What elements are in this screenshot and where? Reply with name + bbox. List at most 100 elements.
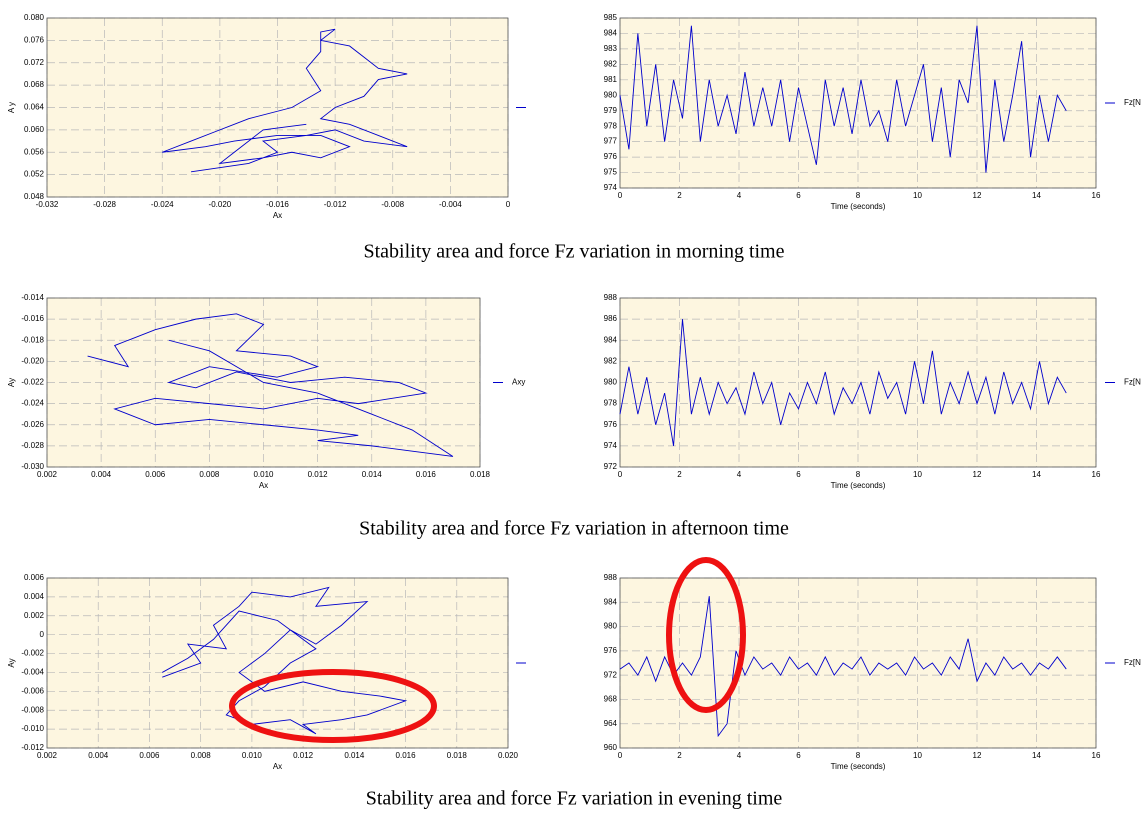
legend-label: Fz[N (1124, 98, 1141, 107)
y-tick-label: -0.020 (21, 356, 44, 365)
x-tick-label: 0.008 (191, 751, 212, 760)
x-tick-label: 2 (677, 191, 682, 200)
caption: Stability area and force Fz variation in… (366, 788, 783, 810)
chart: 0.002 0.004 0.006 0.008 0.010 0.012 0.014 0.016… (7, 573, 526, 771)
y-tick-label: 0.080 (24, 13, 45, 22)
y-tick-label: 981 (604, 75, 618, 84)
data-line (162, 28, 408, 173)
y-tick-label: 972 (604, 670, 618, 679)
x-tick-label: -0.024 (151, 200, 174, 209)
y-axis-label: Ay (7, 658, 16, 667)
y-tick-label: -0.006 (21, 686, 44, 695)
legend-label: Fz[N (1124, 658, 1141, 667)
x-tick-label: 16 (1092, 751, 1101, 760)
highlight-ellipse (666, 557, 746, 713)
x-tick-label: 6 (796, 470, 801, 479)
y-tick-label: -0.016 (21, 314, 44, 323)
x-tick-label: 8 (856, 191, 861, 200)
x-tick-label: 4 (737, 751, 742, 760)
y-axis-label: Ay (7, 378, 16, 387)
y-tick-label: -0.024 (21, 399, 44, 408)
x-tick-label: -0.008 (381, 200, 404, 209)
chart: 0.002 0.004 0.006 0.008 0.010 0.012 0.014 0.016… (7, 293, 525, 490)
y-tick-label: 988 (604, 573, 618, 582)
y-tick-label: 988 (604, 293, 618, 302)
y-tick-label: -0.004 (21, 668, 44, 677)
x-tick-label: 2 (677, 470, 682, 479)
plot-frame (619, 17, 1097, 189)
x-axis-label: Time (seconds) (831, 762, 886, 771)
y-tick-label: 985 (604, 13, 618, 22)
x-tick-label: 8 (856, 751, 861, 760)
y-tick-label: 976 (604, 646, 618, 655)
y-tick-label: 978 (604, 399, 618, 408)
y-tick-label: -0.030 (21, 462, 44, 471)
data-line (619, 25, 1067, 173)
x-tick-label: 0.016 (416, 470, 437, 479)
y-tick-label: 972 (604, 462, 618, 471)
x-tick-label: 0.004 (91, 470, 112, 479)
chart: 0 2 4 6 8 10 12 14 16 960 964 968 972 976 980 984 988 Tim… (604, 573, 1141, 771)
x-tick-label: 4 (737, 191, 742, 200)
y-tick-label: 974 (604, 183, 618, 192)
legend-label: Axy (512, 378, 525, 387)
y-tick-label: 0.004 (24, 592, 45, 601)
x-tick-label: 16 (1092, 470, 1101, 479)
x-axis-label: Ax (273, 762, 282, 771)
x-axis-label: Time (seconds) (831, 202, 886, 211)
y-tick-label: 974 (604, 441, 618, 450)
x-tick-label: 0.018 (470, 470, 491, 479)
x-tick-label: -0.004 (439, 200, 462, 209)
y-tick-label: 0.064 (24, 103, 45, 112)
x-tick-label: 0.010 (253, 470, 274, 479)
x-tick-label: 0.016 (396, 751, 417, 760)
x-tick-label: -0.032 (36, 200, 59, 209)
x-tick-label: 0.012 (293, 751, 314, 760)
y-tick-label: 984 (604, 597, 618, 606)
x-tick-label: 0.012 (308, 470, 329, 479)
y-tick-label: 0.002 (24, 611, 45, 620)
x-tick-label: 0 (618, 191, 623, 200)
x-tick-label: -0.020 (209, 200, 232, 209)
x-tick-label: 10 (913, 191, 922, 200)
y-tick-label: 978 (604, 121, 618, 130)
x-tick-label: 0.018 (447, 751, 468, 760)
plot-frame (46, 17, 509, 198)
y-tick-label: -0.002 (21, 649, 44, 658)
y-tick-label: 0.006 (24, 573, 45, 582)
x-tick-label: 12 (973, 191, 982, 200)
x-tick-label: 0.008 (199, 470, 220, 479)
y-tick-label: 980 (604, 622, 618, 631)
data-line (162, 586, 408, 735)
y-tick-label: 976 (604, 420, 618, 429)
x-tick-label: 12 (973, 751, 982, 760)
x-tick-label: 12 (973, 470, 982, 479)
y-tick-label: 0.052 (24, 170, 45, 179)
x-tick-label: -0.028 (93, 200, 116, 209)
x-tick-label: 4 (737, 470, 742, 479)
y-tick-label: 986 (604, 314, 618, 323)
x-tick-label: -0.016 (266, 200, 289, 209)
x-tick-label: 0 (618, 751, 623, 760)
y-tick-label: 977 (604, 137, 618, 146)
y-tick-label: 0.060 (24, 125, 45, 134)
y-tick-label: -0.028 (21, 441, 44, 450)
x-tick-label: 6 (796, 191, 801, 200)
y-tick-label: -0.018 (21, 335, 44, 344)
y-tick-label: -0.022 (21, 378, 44, 387)
y-tick-label: 984 (604, 335, 618, 344)
x-tick-label: 6 (796, 751, 801, 760)
x-tick-label: 0.004 (88, 751, 109, 760)
x-tick-label: 14 (1032, 751, 1041, 760)
y-tick-label: 0.068 (24, 80, 45, 89)
y-tick-label: 976 (604, 152, 618, 161)
x-tick-label: 0.014 (344, 751, 365, 760)
plot-area (47, 578, 508, 748)
y-tick-label: -0.012 (21, 743, 44, 752)
x-tick-label: 10 (913, 470, 922, 479)
y-tick-label: 979 (604, 106, 618, 115)
plot-frame (619, 577, 1097, 749)
x-tick-label: 0.002 (37, 470, 58, 479)
